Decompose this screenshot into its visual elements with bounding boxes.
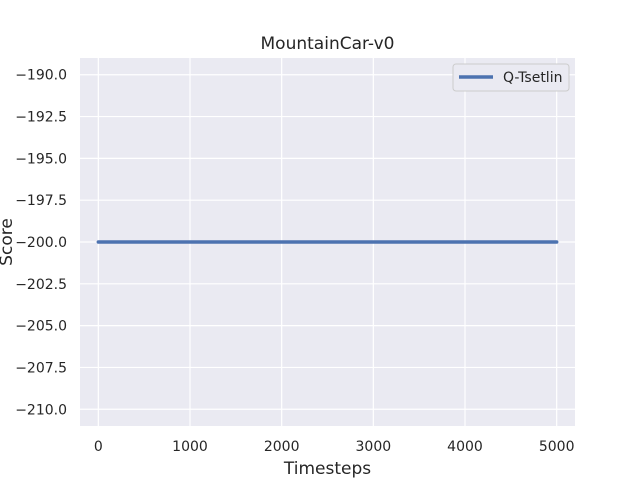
y-tick-label: −210.0 <box>15 402 67 418</box>
x-tick-labels: 0 1000 2000 3000 4000 5000 <box>94 439 575 455</box>
x-tick-label: 3000 <box>356 439 392 455</box>
y-tick-label: −197.5 <box>15 193 67 209</box>
y-tick-label: −205.0 <box>15 319 67 335</box>
y-tick-label: −200.0 <box>15 235 67 251</box>
x-axis-label: Timesteps <box>283 459 371 479</box>
y-tick-label: −192.5 <box>15 110 67 126</box>
y-tick-label: −190.0 <box>15 68 67 84</box>
x-tick-label: 5000 <box>539 439 575 455</box>
y-tick-labels: −190.0 −192.5 −195.0 −197.5 −200.0 −202.5 −205… <box>15 68 67 419</box>
y-tick-label: −202.5 <box>15 277 67 293</box>
legend-box <box>452 63 570 92</box>
legend-label-q-tsetlin: Q-Tsetlin <box>503 70 562 86</box>
legend: Q-Tsetlin <box>452 63 570 92</box>
y-axis-label: Score <box>0 218 17 266</box>
y-tick-label: −207.5 <box>15 360 67 376</box>
x-tick-label: 0 <box>94 439 103 455</box>
x-tick-label: 2000 <box>264 439 300 455</box>
x-tick-label: 4000 <box>447 439 483 455</box>
chart-title: MountainCar-v0 <box>261 34 395 54</box>
x-tick-label: 1000 <box>172 439 208 455</box>
y-tick-label: −195.0 <box>15 151 67 167</box>
